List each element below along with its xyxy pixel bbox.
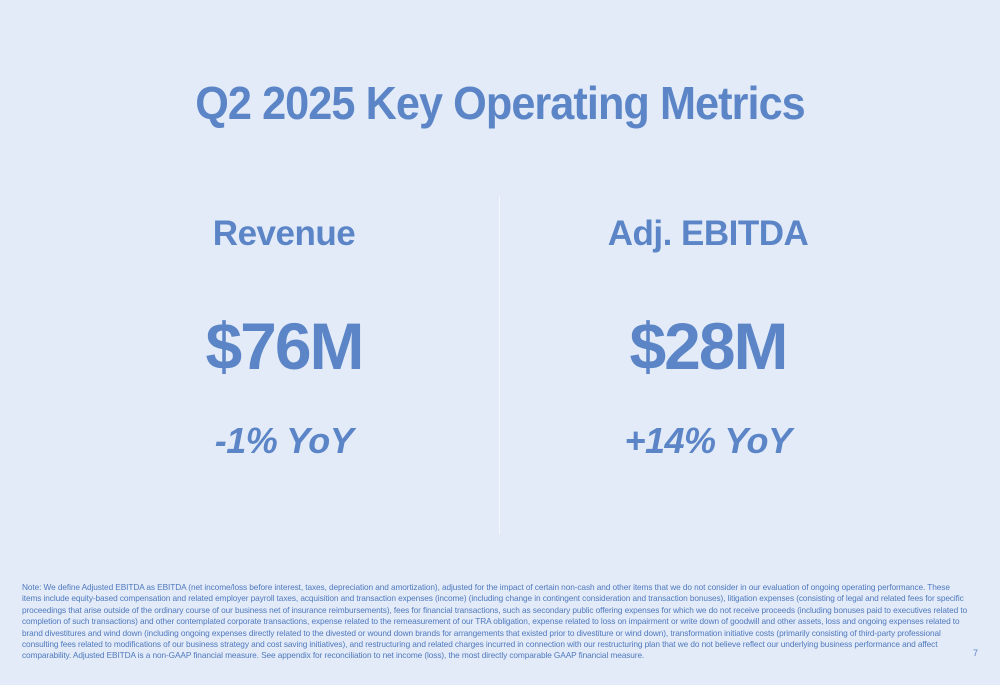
adj-ebitda-value: $28M bbox=[629, 309, 788, 383]
adj-ebitda-label: Adj. EBITDA bbox=[607, 214, 809, 253]
column-divider bbox=[499, 196, 500, 534]
revenue-yoy-change: -1% YoY bbox=[214, 420, 354, 461]
footnote: Note: We define Adjusted EBITDA as EBITD… bbox=[22, 582, 968, 661]
adj-ebitda-yoy-change: +14% YoY bbox=[624, 420, 792, 461]
revenue-value: $76M bbox=[205, 309, 364, 383]
page-title: Q2 2025 Key Operating Metrics bbox=[195, 77, 806, 129]
page-number: 7 bbox=[972, 648, 978, 658]
revenue-label: Revenue bbox=[212, 214, 356, 253]
